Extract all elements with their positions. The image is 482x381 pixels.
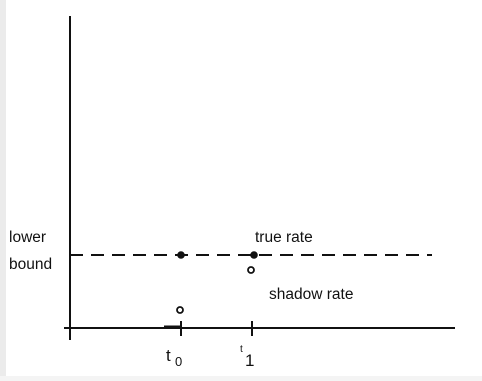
- tick-label-t1-prefix: t: [240, 344, 243, 355]
- left-margin-strip: [0, 0, 6, 376]
- tick-label-t0-subscript: 0: [175, 354, 182, 369]
- shadow-rate-dot-t0: [176, 306, 184, 314]
- tick-label-t1: t 1: [240, 344, 254, 370]
- true-rate-label: true rate: [255, 229, 313, 246]
- shadow-rate-dot-t1: [247, 266, 255, 274]
- shadow-rate-label: shadow rate: [269, 286, 353, 303]
- lower-bound-label-line2: bound: [9, 256, 52, 273]
- tick-label-t0: t 0: [166, 346, 182, 369]
- tick-label-t0-letter: t: [166, 346, 171, 365]
- true-rate-dot-t0: [177, 251, 185, 259]
- tick-label-t1-subscript: 1: [245, 351, 254, 370]
- true-rate-dot-t1: [250, 251, 258, 259]
- lower-bound-label-line1: lower: [9, 229, 46, 246]
